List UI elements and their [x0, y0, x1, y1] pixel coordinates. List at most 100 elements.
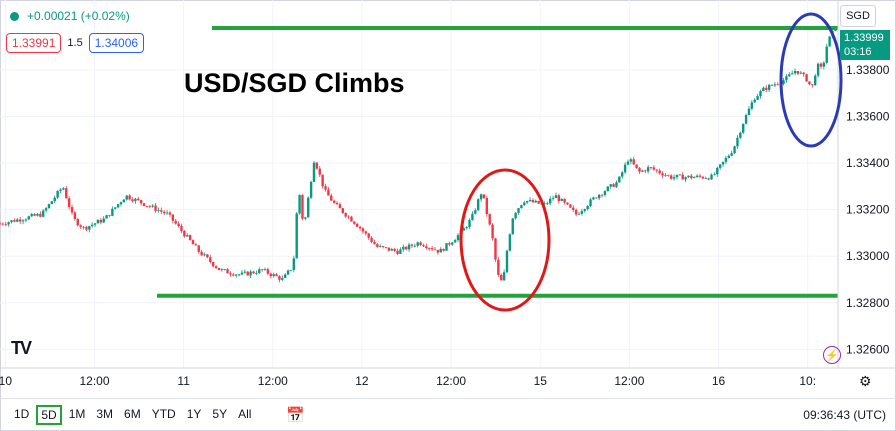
candle-body — [88, 226, 91, 230]
candle-body — [402, 246, 405, 250]
candle-body — [632, 159, 635, 165]
y-tick-label: 1.33000 — [846, 249, 890, 263]
candle-body — [341, 208, 344, 214]
candle-body — [324, 186, 327, 190]
candle-body — [289, 269, 293, 271]
sell-price-button[interactable]: 1.33991 — [6, 33, 62, 53]
timeframe-1d[interactable]: 1D — [14, 407, 30, 421]
candle-body — [716, 167, 719, 175]
candle-body — [131, 199, 134, 202]
candle-body — [747, 108, 751, 116]
price-change-row: +0.00021 (+0.02%) — [10, 9, 130, 23]
candle-body — [168, 212, 172, 215]
x-tick-label: 12:00 — [79, 374, 109, 388]
blue-circle-annotation[interactable] — [779, 12, 843, 148]
candle-body — [819, 63, 823, 67]
candle-body — [474, 210, 477, 214]
candle-body — [327, 189, 330, 196]
utc-clock[interactable]: 09:36:43 (UTC) — [803, 408, 886, 422]
candle-body — [750, 102, 754, 109]
candle-body — [465, 227, 468, 229]
y-tick-label: 1.33600 — [846, 109, 890, 123]
candle-body — [704, 178, 707, 180]
candle-body — [744, 115, 748, 124]
candle-body — [557, 195, 561, 201]
x-tick-label: 11 — [177, 374, 190, 388]
candle-body — [485, 197, 489, 215]
candle-body — [641, 170, 644, 172]
candle-body — [7, 222, 10, 225]
candle-body — [589, 199, 592, 206]
candle-body — [376, 244, 379, 247]
candle-body — [85, 226, 88, 230]
red-circle-annotation[interactable] — [459, 168, 551, 312]
candle-body — [494, 238, 497, 260]
candle-body — [16, 219, 19, 222]
timeframe-5y[interactable]: 5Y — [212, 407, 228, 421]
timeframe-1m[interactable]: 1M — [68, 407, 86, 421]
candle-body — [574, 209, 578, 215]
candle-body — [583, 209, 586, 212]
candle-body — [128, 195, 131, 200]
candle-body — [393, 248, 396, 251]
last-price-badge: 1.33999 03:16 — [840, 30, 890, 60]
candle-body — [387, 247, 391, 251]
candle-body — [767, 84, 771, 90]
candle-body — [802, 72, 805, 75]
candle-body — [209, 257, 212, 262]
candle-body — [79, 225, 82, 227]
candle-body — [151, 205, 154, 207]
x-tick-label: 15 — [534, 374, 548, 388]
candle-body — [361, 228, 365, 232]
candle-body — [373, 242, 376, 245]
tradingview-logo-icon[interactable]: TV — [11, 338, 32, 358]
candle-body — [157, 210, 160, 212]
candle-body — [99, 219, 103, 223]
candle-body — [145, 205, 149, 207]
candle-body — [4, 224, 7, 226]
candle-body — [102, 218, 105, 223]
candle-body — [260, 269, 264, 271]
candle-body — [252, 271, 255, 274]
candle-body — [258, 269, 261, 274]
candle-body — [439, 248, 442, 253]
candle-body — [707, 178, 710, 180]
candle-body — [586, 205, 589, 210]
timeframe-ytd[interactable]: YTD — [151, 407, 176, 421]
candle-body — [655, 169, 658, 171]
timeframe-all[interactable]: All — [238, 407, 252, 421]
candle-body — [263, 269, 267, 271]
candle-body — [286, 270, 290, 275]
candles — [0, 29, 837, 283]
buy-price-button[interactable]: 1.34006 — [88, 33, 145, 53]
candle-body — [307, 197, 310, 218]
candle-body — [799, 72, 803, 74]
timeframe-5d[interactable]: 5D — [36, 405, 62, 425]
timeframe-6m[interactable]: 6M — [124, 407, 141, 421]
lightning-icon[interactable]: ⚡ — [823, 346, 841, 364]
candle-body — [805, 74, 808, 82]
candle-body — [422, 245, 425, 247]
candle-body — [646, 167, 650, 172]
price-chart[interactable]: 1.33800 1.33600 1.33400 1.33200 1.33000 1.328… — [0, 0, 896, 398]
candle-body — [33, 214, 36, 216]
candle-body — [548, 198, 552, 204]
candle-body — [681, 174, 684, 180]
timeframe-3m[interactable]: 3M — [96, 407, 114, 421]
candle-body — [65, 188, 68, 199]
currency-button[interactable]: SGD — [840, 5, 876, 27]
candle-body — [321, 174, 324, 187]
calendar-range-icon[interactable]: 📅 — [286, 407, 306, 424]
settings-gear-icon[interactable]: ⚙ — [859, 373, 872, 389]
candle-body — [413, 245, 417, 247]
candle-body — [399, 249, 402, 254]
candle-body — [105, 215, 108, 219]
candle-body — [122, 199, 126, 203]
timeframe-1y[interactable]: 1Y — [186, 407, 202, 421]
price-change: +0.00021 (+0.02%) — [27, 9, 130, 23]
candle-body — [183, 231, 186, 237]
candle-body — [309, 181, 313, 198]
candle-body — [687, 175, 690, 178]
candle-body — [721, 161, 725, 165]
candle-body — [191, 240, 195, 245]
